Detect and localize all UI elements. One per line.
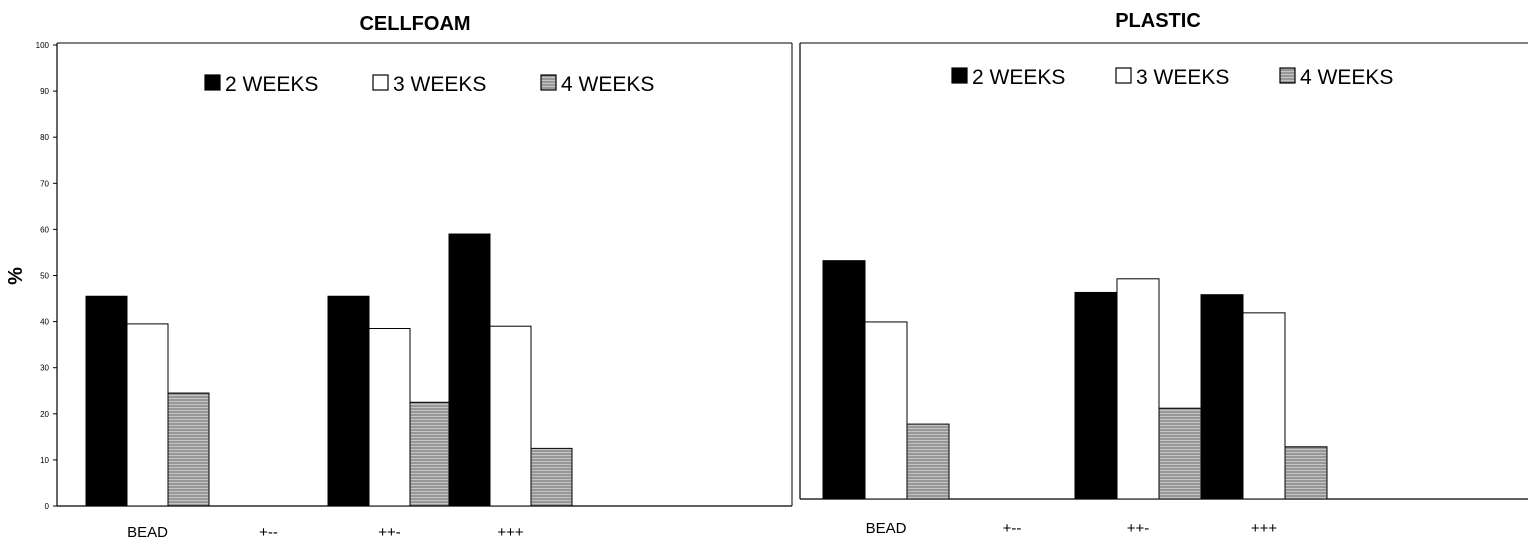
y-tick-label: 30 [40, 364, 49, 373]
y-tick-label: 10 [40, 456, 49, 465]
bar-4-weeks-2 [1158, 407, 1202, 500]
x-tick-label: ++- [378, 524, 401, 541]
legend-swatch-2 [1279, 67, 1296, 84]
legend-swatch-1 [372, 74, 389, 91]
legend-label: 2 WEEKS [972, 66, 1065, 89]
chart-title: CELLFOAM [359, 13, 470, 35]
x-tick-label: ++- [1127, 520, 1150, 537]
bar-4-weeks-0 [167, 392, 210, 507]
x-tick-label: +-- [1003, 520, 1022, 537]
y-tick-label: 0 [45, 502, 50, 511]
bar-3-weeks-0 [864, 321, 908, 500]
x-tick-label: +-- [259, 524, 278, 541]
bar-3-weeks-3 [1242, 312, 1286, 500]
y-tick-label: 80 [40, 133, 49, 142]
bar-2-weeks-0 [85, 295, 128, 507]
bar-3-weeks-0 [126, 323, 169, 507]
bar-4-weeks-3 [530, 447, 573, 507]
y-tick-label: 40 [40, 318, 49, 327]
bar-3-weeks-3 [489, 325, 532, 507]
legend-swatch-0 [951, 67, 968, 84]
legend-label: 3 WEEKS [1136, 66, 1229, 89]
legend-label: 4 WEEKS [1300, 66, 1393, 89]
bar-2-weeks-2 [1074, 291, 1118, 500]
bar-4-weeks-2 [409, 401, 452, 507]
y-tick-label: 50 [40, 272, 49, 281]
x-tick-label: BEAD [127, 524, 168, 541]
x-tick-label: +++ [1251, 520, 1278, 537]
legend-label: 3 WEEKS [393, 73, 486, 96]
bar-2-weeks-0 [822, 260, 866, 500]
legend-swatch-1 [1115, 67, 1132, 84]
legend-swatch-0 [204, 74, 221, 91]
bar-4-weeks-0 [906, 423, 950, 500]
chart-panel-0: CELLFOAM 0 10 20 30 40 50 60 70 80 90 100 BEAD +-- ++-… [36, 13, 793, 541]
y-tick-label: 90 [40, 87, 49, 96]
chart-panel-1: PLASTIC BEAD +-- ++- +++ 2 WEEKS 3 WEEKS 4 WEEK… [799, 10, 1528, 537]
legend: 2 WEEKS 3 WEEKS 4 WEEKS [204, 73, 654, 96]
y-tick-label: 70 [40, 179, 49, 188]
bar-2-weeks-3 [1200, 294, 1244, 500]
x-tick-label: +++ [497, 524, 524, 541]
y-tick-label: 20 [40, 410, 49, 419]
y-axis-label: % [5, 267, 27, 285]
legend-swatch-2 [540, 74, 557, 91]
legend-label: 4 WEEKS [561, 73, 654, 96]
legend: 2 WEEKS 3 WEEKS 4 WEEKS [951, 66, 1393, 89]
bar-4-weeks-3 [1284, 446, 1328, 500]
legend-label: 2 WEEKS [225, 73, 318, 96]
y-tick-label: 60 [40, 225, 49, 234]
y-tick-label: 100 [36, 41, 50, 50]
x-tick-label: BEAD [866, 520, 907, 537]
bar-2-weeks-2 [327, 295, 370, 507]
bar-3-weeks-2 [1116, 278, 1160, 500]
chart-title: PLASTIC [1115, 10, 1201, 32]
bar-2-weeks-3 [448, 233, 491, 507]
bar-3-weeks-2 [368, 328, 411, 507]
